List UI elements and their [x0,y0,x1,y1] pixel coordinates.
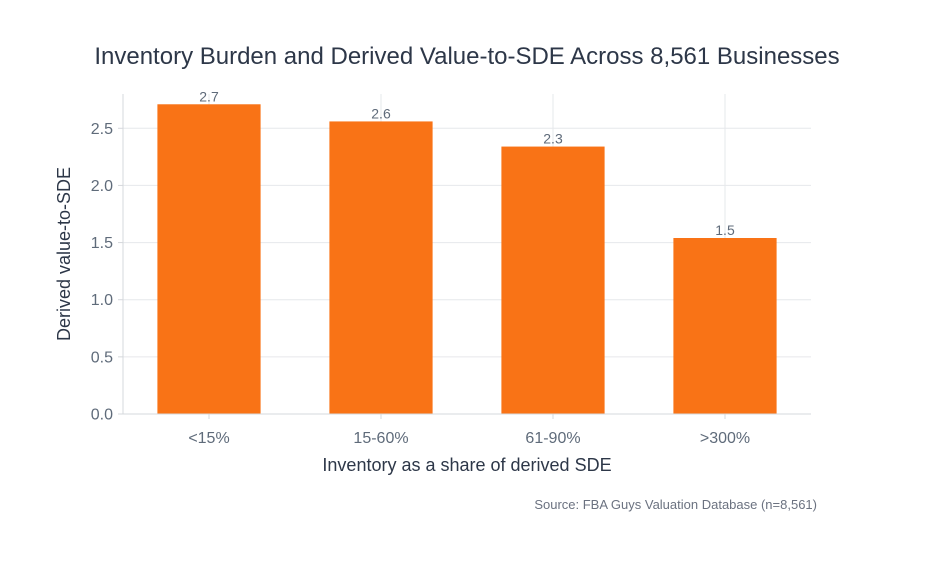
bar [501,146,605,415]
y-axis-label: Derived value-to-SDE [54,167,74,341]
bar [329,121,433,414]
x-ticks: <15% 15-60% 61-90% >300% [188,414,750,447]
bars [157,104,777,415]
x-tick-label: 61-90% [525,430,580,447]
y-tick-label: 0.0 [91,407,113,424]
source-note: Source: FBA Guys Valuation Database (n=8… [534,497,817,512]
bar [157,104,261,415]
x-tick-label: 15-60% [353,430,408,447]
chart-title: Inventory Burden and Derived Value-to-SD… [94,43,839,70]
bar-value-label: 2.7 [199,88,219,104]
y-tick-label: 0.5 [91,349,113,366]
x-tick-label: >300% [700,430,750,447]
x-axis-label: Inventory as a share of derived SDE [322,455,611,475]
y-tick-label: 2.5 [91,121,113,138]
bar-value-label: 1.5 [715,222,735,238]
bar-value-label: 2.3 [543,131,563,147]
y-tick-label: 1.0 [91,292,113,309]
bar-value-label: 2.6 [371,105,391,121]
y-tick-label: 1.5 [91,235,113,252]
data-labels: 2.7 2.6 2.3 1.5 [199,88,735,238]
y-ticks: 0.0 0.5 1.0 1.5 2.0 2.5 [91,121,123,424]
x-tick-label: <15% [188,430,229,447]
y-tick-label: 2.0 [91,178,113,195]
bar [673,238,777,414]
